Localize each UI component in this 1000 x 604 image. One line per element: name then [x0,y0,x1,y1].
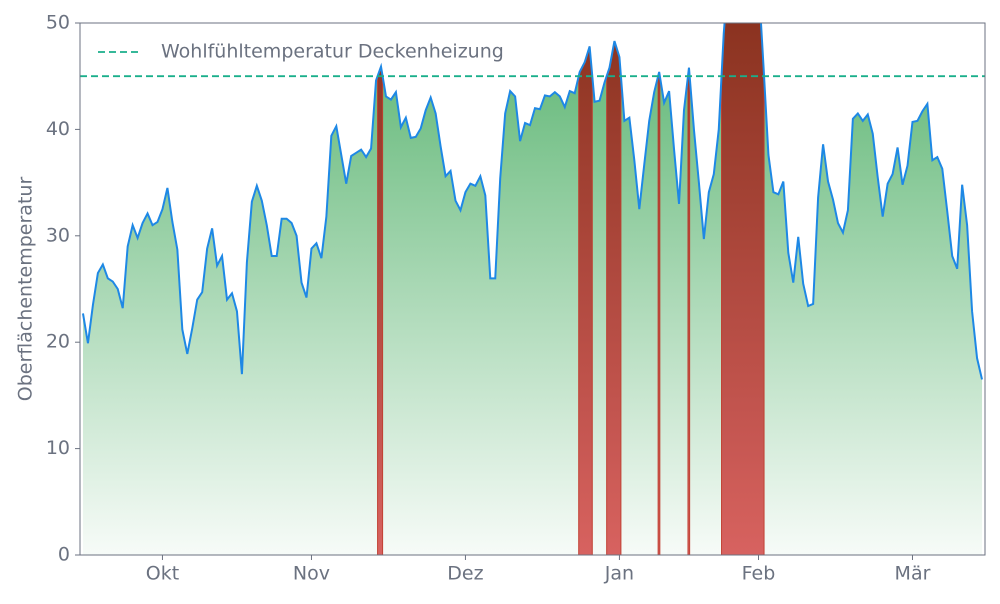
x-tick-label: Nov [293,563,330,585]
x-tick-label: Feb [742,563,776,585]
above-region [721,23,765,555]
line [81,23,983,380]
plot-area [80,23,985,555]
above-region [606,40,622,555]
y-tick-label: 50 [46,12,70,34]
above-region [377,64,384,555]
y-axis-label: Oberflächentemperatur [15,177,37,402]
plot-frame [79,22,986,556]
above-region [578,46,593,555]
above-region [657,71,661,555]
y-tick-label: 30 [46,224,70,246]
y-tick-label: 0 [58,544,70,566]
x-tick-label: Dez [447,563,483,585]
y-tick-label: 10 [46,437,70,459]
area [82,23,983,555]
y-tick-label: 20 [46,331,70,353]
above-region [687,67,691,555]
x-tick-label: Jan [604,563,634,585]
legend-label: Wohlfühltemperatur Deckenheizung [161,41,504,63]
x-tick-label: Okt [146,563,179,585]
x-tick-label: Mär [895,563,931,585]
y-tick-label: 40 [46,118,70,140]
